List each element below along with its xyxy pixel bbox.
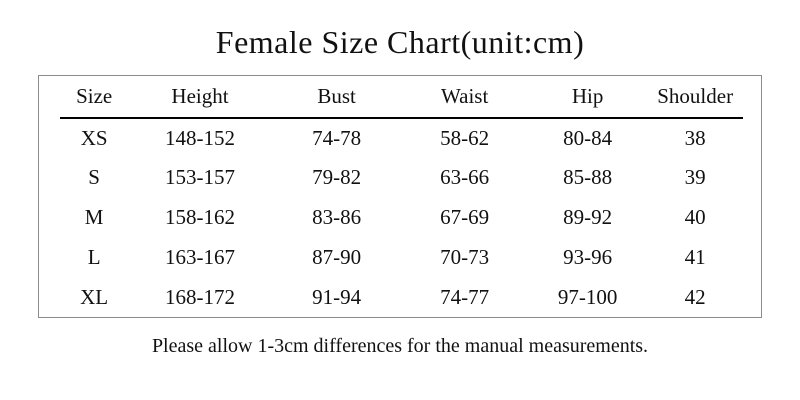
waist-cell: 70-73 — [440, 245, 490, 270]
bust-cell: 79-82 — [312, 165, 362, 190]
size-chart-page: Female Size Chart(unit:cm) Size Height B… — [0, 24, 800, 400]
height-cell: 148-152 — [165, 125, 235, 150]
waist-cell: 67-69 — [440, 205, 490, 230]
size-label-cell: XS — [80, 125, 108, 150]
size-label-cell: S — [88, 165, 100, 190]
height-cell: 153-157 — [165, 165, 235, 190]
table-row-l: L 163-167 87-90 70-73 93-96 41 — [60, 238, 743, 278]
height-cell: 168-172 — [165, 285, 235, 310]
table-row-xs: XS 148-152 74-78 58-62 80-84 38 — [60, 118, 743, 158]
waist-cell: 63-66 — [440, 165, 490, 190]
column-header-shoulder: Shoulder — [647, 75, 743, 119]
hip-cell: 80-84 — [563, 125, 613, 150]
hip-cell: 93-96 — [563, 245, 613, 270]
table-row-xl: XL 168-172 91-94 74-77 97-100 42 — [60, 278, 743, 318]
page-title: Female Size Chart(unit:cm) — [215, 24, 585, 60]
hip-cell: 97-100 — [557, 285, 618, 310]
size-label-cell: L — [87, 245, 101, 270]
column-header-waist: Waist — [401, 75, 528, 119]
table-row-m: M 158-162 83-86 67-69 89-92 40 — [60, 198, 743, 238]
size-label-cell: XL — [80, 285, 109, 310]
shoulder-cell: 38 — [684, 125, 706, 150]
bust-cell: 87-90 — [312, 245, 362, 270]
bust-cell: 91-94 — [312, 285, 362, 310]
hip-cell: 89-92 — [563, 205, 613, 230]
bust-cell: 83-86 — [312, 205, 362, 230]
header-row: Size Height Bust Waist Hip Shoulder — [60, 75, 743, 119]
column-header-hip: Hip — [527, 75, 648, 119]
measurement-note: Please allow 1-3cm differences for the m… — [151, 334, 649, 357]
waist-cell: 74-77 — [440, 285, 490, 310]
column-header-size: Size — [60, 75, 129, 119]
bust-cell: 74-78 — [312, 125, 362, 150]
hip-cell: 85-88 — [563, 165, 613, 190]
column-header-bust: Bust — [271, 75, 402, 119]
size-label-cell: M — [84, 205, 104, 230]
shoulder-cell: 39 — [684, 165, 706, 190]
size-table-box: Size Height Bust Waist Hip Shoulder XS 1… — [38, 74, 762, 318]
column-header-height: Height — [128, 75, 272, 119]
shoulder-cell: 40 — [684, 205, 706, 230]
height-cell: 158-162 — [165, 205, 235, 230]
size-table: Size Height Bust Waist Hip Shoulder XS 1… — [60, 75, 743, 318]
table-row-s: S 153-157 79-82 63-66 85-88 39 — [60, 158, 743, 198]
waist-cell: 58-62 — [440, 125, 490, 150]
shoulder-cell: 42 — [684, 285, 706, 310]
height-cell: 163-167 — [165, 245, 235, 270]
shoulder-cell: 41 — [684, 245, 706, 270]
